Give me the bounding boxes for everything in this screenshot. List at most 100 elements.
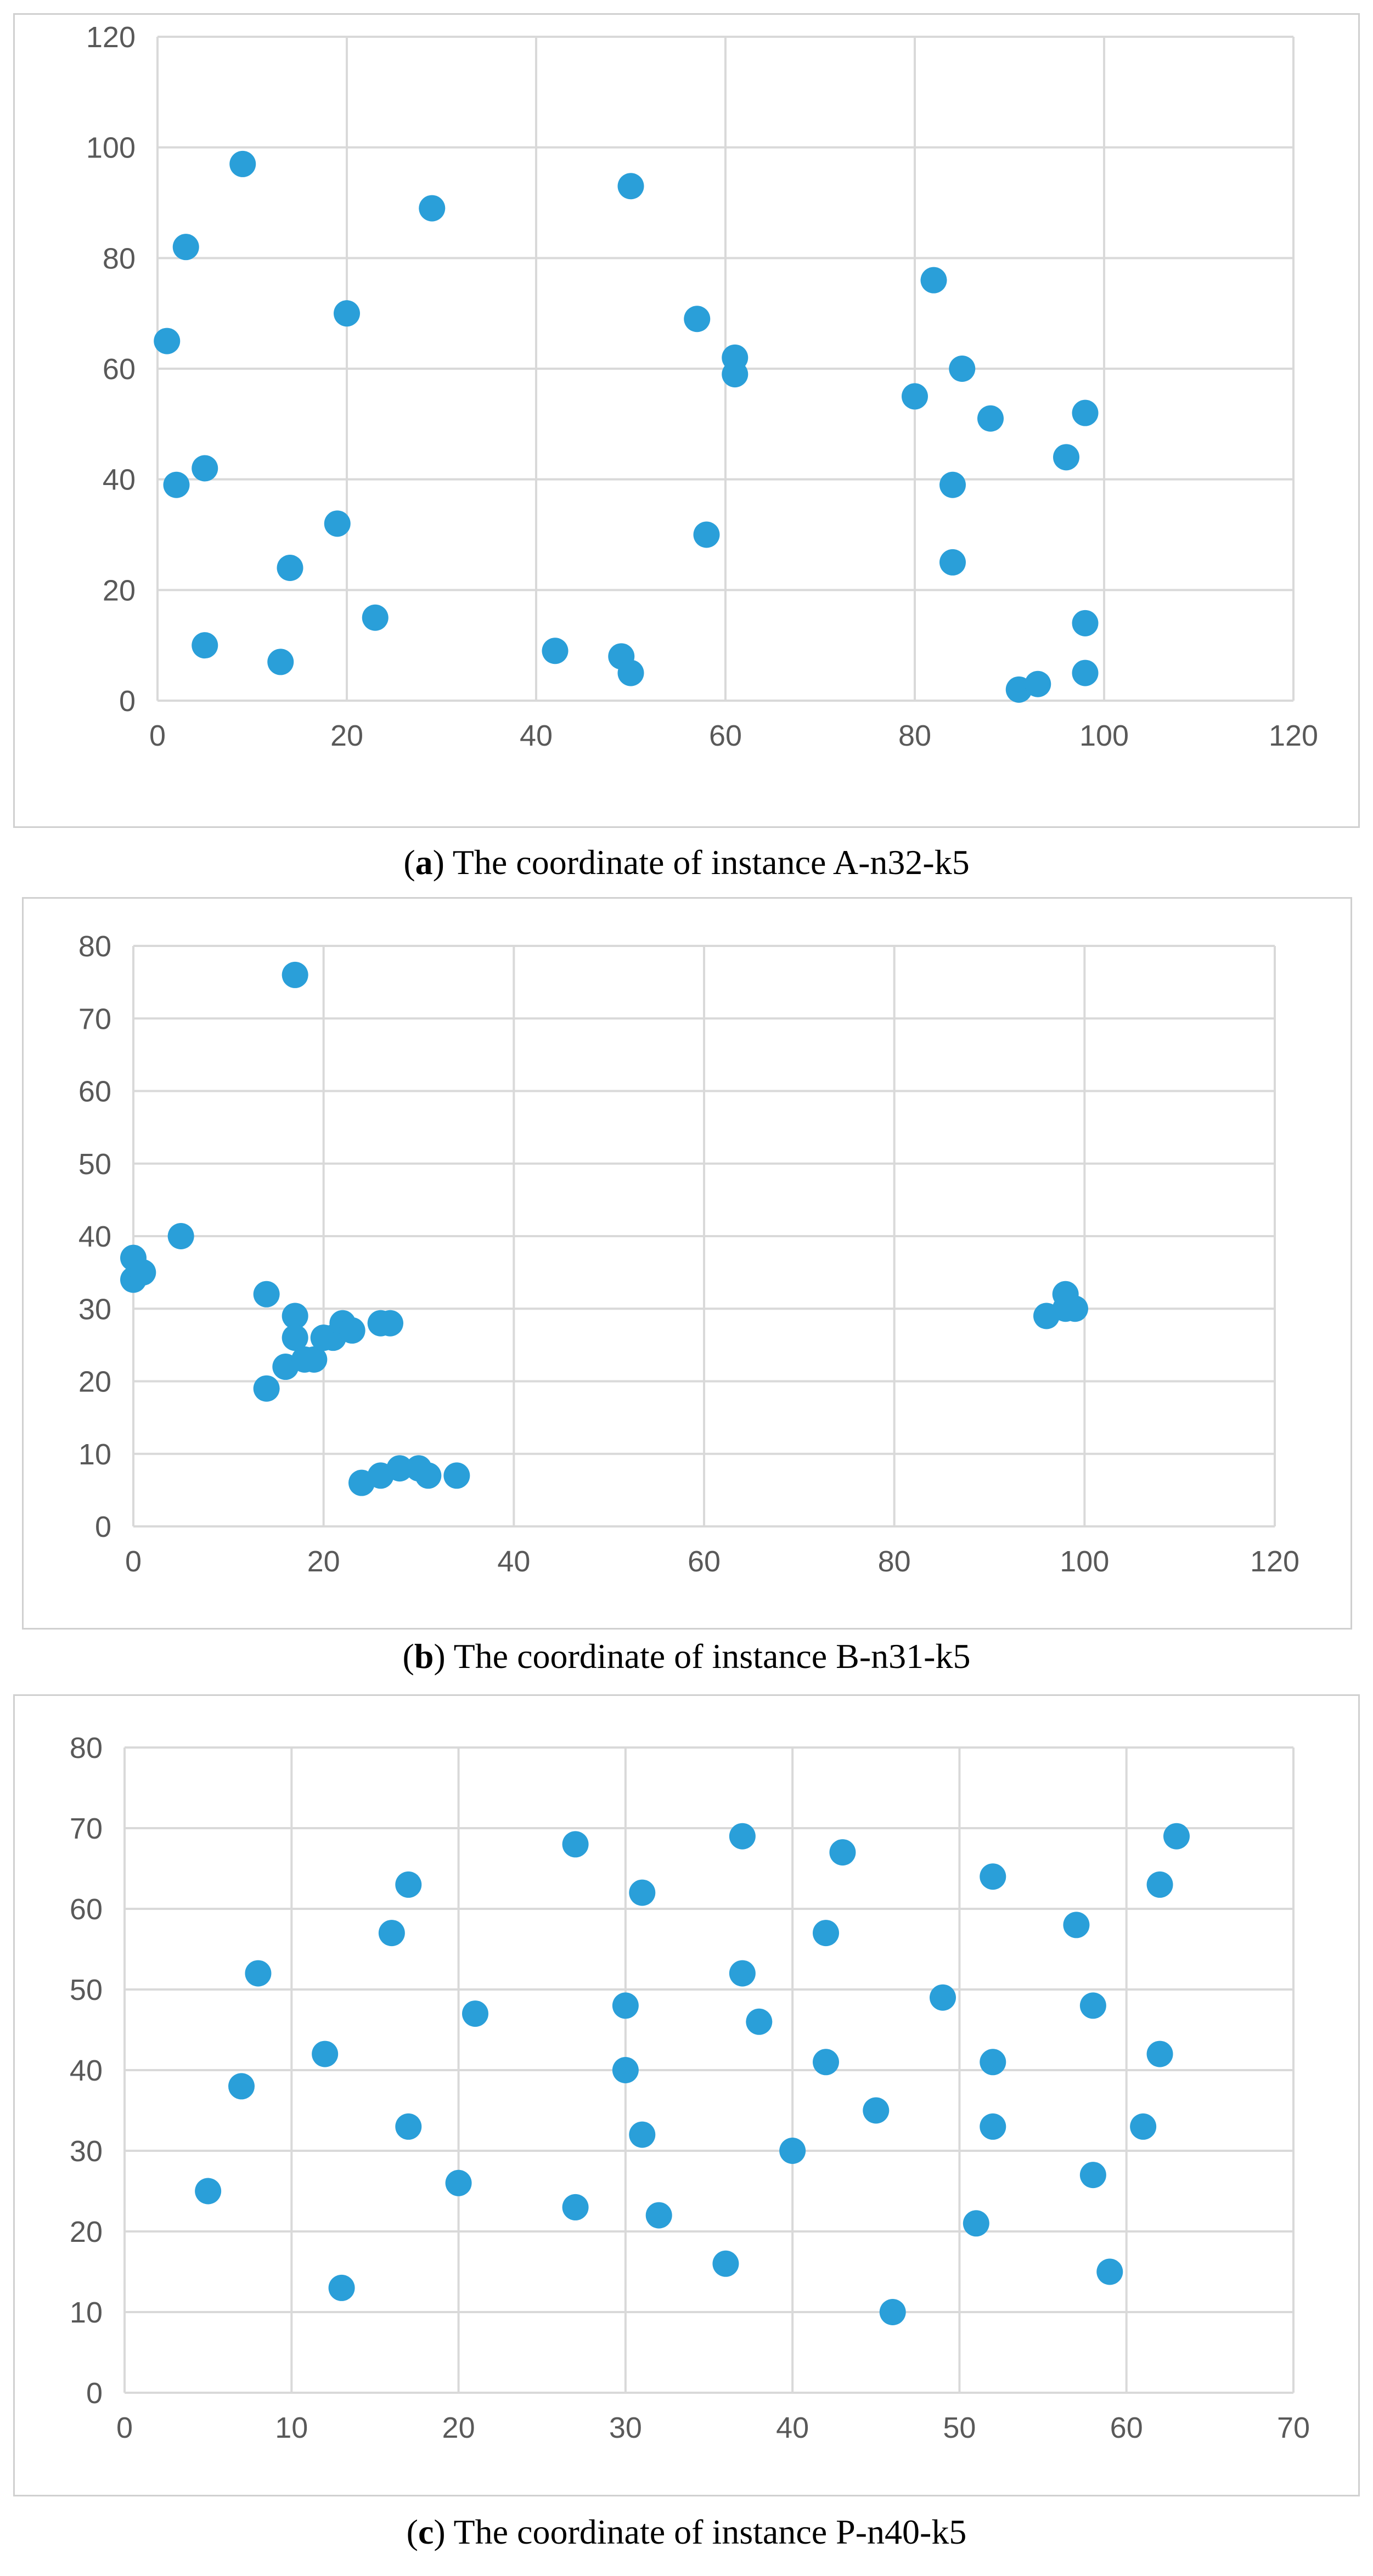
data-point (562, 2194, 589, 2220)
x-tick-label: 40 (520, 719, 553, 752)
caption-c: (c) The coordinate of instance P-n40-k5 (406, 2512, 967, 2551)
x-tick-label: 100 (1079, 719, 1129, 752)
x-tick-label: 0 (116, 2411, 133, 2444)
data-point (445, 2169, 472, 2196)
chart-c-scatter: 0 10 20 30 40 50 60 70 0 10 20 30 40 50 60 70 80 (70, 1732, 1310, 2444)
x-tick-label: 0 (125, 1545, 142, 1578)
data-point (462, 2000, 488, 2027)
x-tick-label: 40 (776, 2411, 809, 2444)
chart-a-scatter: 0 20 40 60 80 100 120 0 20 40 60 80 100 120 (86, 21, 1318, 752)
data-point (1072, 610, 1099, 636)
data-point (443, 1462, 470, 1489)
data-point (163, 471, 190, 498)
y-tick-label: 100 (86, 132, 136, 165)
data-point (863, 2097, 890, 2124)
data-point (245, 1960, 272, 1987)
data-point (629, 2121, 656, 2148)
y-tick-label: 80 (103, 242, 136, 275)
data-point (324, 510, 351, 537)
data-point (949, 356, 976, 382)
x-tick-label: 80 (898, 719, 931, 752)
caption-a-label: a (415, 843, 433, 882)
data-point (1025, 670, 1051, 697)
caption-b: (b) The coordinate of instance B-n31-k5 (402, 1637, 971, 1676)
y-tick-label: 70 (78, 1002, 111, 1035)
data-point (419, 195, 446, 222)
data-point (395, 2113, 422, 2140)
y-tick-label: 60 (70, 1893, 103, 1926)
x-tick-label: 80 (878, 1545, 911, 1578)
y-tick-label: 30 (70, 2135, 103, 2168)
y-tick-label: 40 (78, 1220, 111, 1253)
data-point (746, 2008, 773, 2035)
y-tick-label: 120 (86, 21, 136, 54)
x-tick-label: 60 (709, 719, 742, 752)
data-point (963, 2210, 989, 2237)
data-point (228, 2073, 255, 2100)
chart-b-scatter: 0 20 40 60 80 100 120 0 10 20 30 40 50 60 70 80 (78, 930, 1299, 1578)
caption-b-label: b (414, 1637, 434, 1676)
y-tick-label: 30 (78, 1293, 111, 1326)
data-point (684, 306, 711, 332)
x-tick-label: 70 (1277, 2411, 1310, 2444)
data-point (813, 2049, 839, 2076)
data-point (195, 2178, 222, 2205)
x-tick-label: 20 (330, 719, 363, 752)
data-point (267, 649, 294, 675)
data-point (617, 659, 644, 686)
chart-b-frame: 0 20 40 60 80 100 120 0 10 20 30 40 50 60 70 80 (22, 897, 1352, 1630)
x-tick-label: 0 (149, 719, 166, 752)
y-tick-label: 50 (70, 1974, 103, 2006)
data-point (829, 1839, 856, 1866)
data-point (1063, 1912, 1090, 1938)
x-tick-label: 100 (1060, 1545, 1109, 1578)
data-point (612, 1992, 639, 2019)
data-point (229, 150, 256, 177)
data-point (920, 267, 947, 294)
y-tick-label: 80 (70, 1732, 103, 1765)
y-tick-label: 80 (78, 930, 111, 963)
data-point (939, 549, 966, 576)
data-point (277, 555, 303, 581)
data-point (1072, 399, 1099, 426)
y-tick-label: 0 (86, 2377, 103, 2410)
data-point (813, 1920, 839, 1947)
data-point (693, 521, 720, 548)
x-tick-label: 30 (609, 2411, 642, 2444)
data-point (629, 1879, 656, 1906)
data-point (1163, 1823, 1190, 1850)
x-tick-label: 60 (1110, 2411, 1143, 2444)
data-point (542, 638, 569, 664)
data-point (939, 471, 966, 498)
y-tick-label: 0 (95, 1510, 111, 1543)
data-point (980, 2113, 1006, 2140)
data-point (617, 173, 644, 200)
data-point (167, 1223, 194, 1249)
data-point (722, 361, 749, 388)
data-point (377, 1310, 403, 1337)
data-point (253, 1281, 280, 1307)
data-point (1079, 1992, 1106, 2019)
data-point (1146, 1871, 1173, 1898)
data-point (980, 2049, 1006, 2076)
data-point (282, 1324, 308, 1351)
chart-a-frame: 0 20 40 60 80 100 120 0 20 40 60 80 100 120 (13, 13, 1360, 828)
data-point (362, 604, 389, 631)
data-point (334, 300, 360, 327)
x-tick-label: 60 (688, 1545, 721, 1578)
data-point (253, 1375, 280, 1402)
x-tick-label: 120 (1250, 1545, 1299, 1578)
data-point (562, 1831, 589, 1858)
data-point (980, 1863, 1006, 1890)
x-tick-label: 20 (307, 1545, 340, 1578)
data-point (386, 1455, 413, 1482)
data-point (1096, 2258, 1123, 2285)
data-point (130, 1259, 156, 1286)
data-point (879, 2299, 906, 2325)
x-tick-label: 40 (497, 1545, 530, 1578)
y-tick-label: 60 (78, 1075, 111, 1108)
data-point (192, 455, 218, 482)
x-tick-label: 10 (275, 2411, 308, 2444)
data-point (1079, 2162, 1106, 2189)
y-tick-label: 60 (103, 353, 136, 386)
